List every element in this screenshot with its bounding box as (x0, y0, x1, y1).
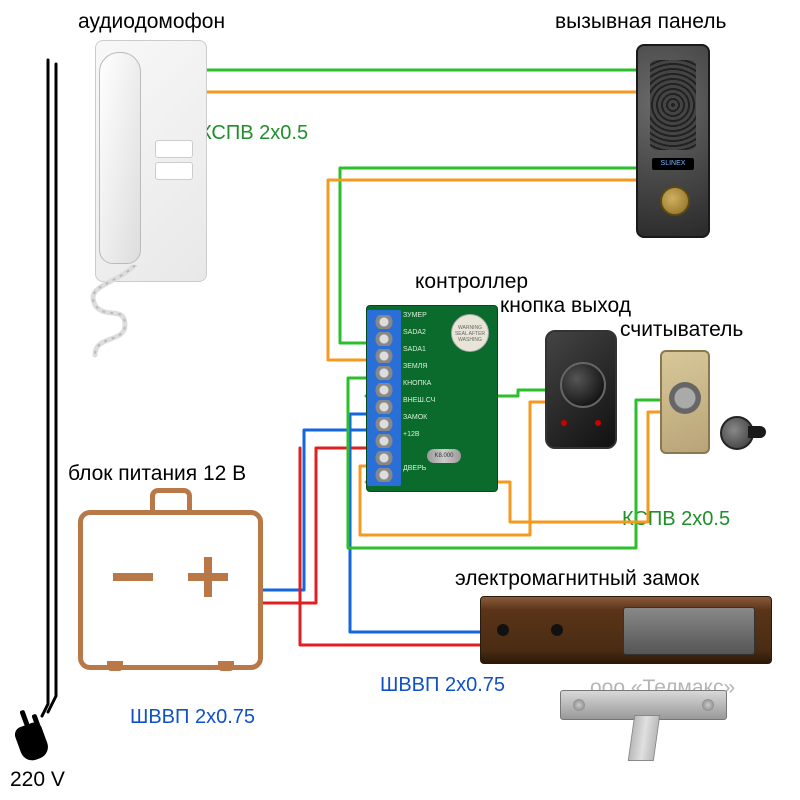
exit-pushbutton (560, 362, 606, 408)
psu-device (78, 510, 263, 670)
reader-contact (669, 382, 701, 414)
call-panel-speaker (650, 60, 696, 150)
maglock-face (623, 607, 755, 655)
intercom-open-button (155, 162, 193, 180)
mains-plug-icon (12, 706, 52, 766)
audio-intercom-label: аудиодомофон (78, 10, 225, 34)
reader-label: считыватель (620, 318, 743, 342)
ibutton-key (720, 416, 754, 450)
call-panel-brand: SLINEX (652, 158, 694, 170)
exit-led-right (595, 420, 601, 426)
controller-label: контроллер (415, 270, 528, 294)
mains-label: 220 V (10, 768, 65, 792)
maglock-armature (560, 690, 727, 720)
shvvp-label-1: ШВВП 2х0.75 (130, 706, 255, 729)
call-panel-label: вызывная панель (555, 10, 726, 34)
exit-button-label: кнопка выход (500, 294, 631, 318)
maglock-device (480, 596, 772, 664)
exit-button-device (545, 330, 617, 449)
intercom-talk-button (155, 140, 193, 158)
controller-device: WARNING SEAL AFTER WASHING K8.000 ЗУМЕРS… (366, 305, 498, 492)
kspv-label-1: КСПВ 2х0.5 (200, 122, 308, 145)
controller-buzzer: WARNING SEAL AFTER WASHING (451, 314, 489, 352)
call-panel-device: SLINEX (636, 44, 710, 238)
psu-label: блок питания 12 В (68, 462, 246, 486)
exit-led-left (561, 420, 567, 426)
audio-intercom-device (95, 40, 207, 282)
controller-terminals (367, 310, 401, 486)
shvvp-label-2: ШВВП 2х0.75 (380, 674, 505, 697)
psu-minus (113, 573, 153, 581)
kspv-label-2: КСПВ 2х0.5 (622, 508, 730, 531)
maglock-label: электромагнитный замок (455, 567, 699, 591)
call-panel-button (660, 186, 690, 216)
reader-device (660, 350, 710, 454)
controller-crystal: K8.000 (427, 449, 461, 463)
